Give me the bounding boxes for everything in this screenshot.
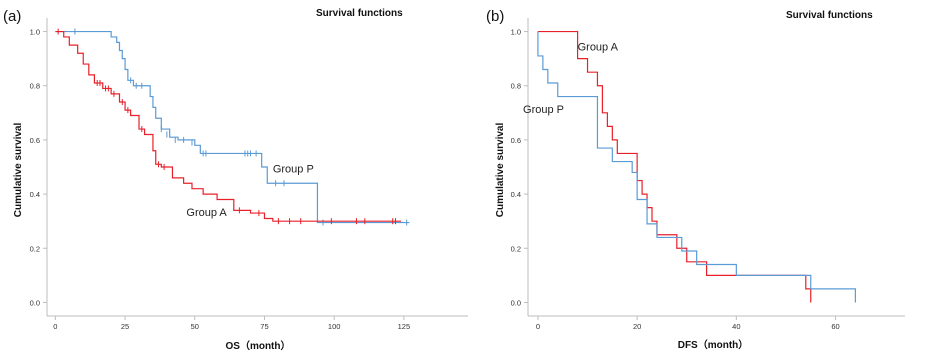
y-tick-label: 0.8 bbox=[30, 82, 40, 91]
x-tick-label: 0 bbox=[53, 322, 57, 331]
y-tick-label: 0.0 bbox=[511, 298, 521, 307]
y-tick-label: 0.6 bbox=[30, 136, 40, 145]
annotation-group-a: Group A bbox=[578, 42, 619, 54]
y-tick-label: 0.2 bbox=[511, 244, 521, 253]
survival-curve-group-p bbox=[55, 30, 410, 224]
survival-curve-group-p bbox=[537, 31, 856, 303]
x-tick-label: 100 bbox=[328, 322, 341, 331]
panel-label-a: (a) bbox=[3, 8, 21, 25]
x-tick-label: 40 bbox=[732, 322, 740, 331]
y-tick-label: 0.8 bbox=[511, 82, 521, 91]
x-tick-label: 75 bbox=[260, 322, 268, 331]
y-tick-label: 0.6 bbox=[511, 136, 521, 145]
survival-curve-group-a bbox=[537, 30, 812, 303]
x-axis-title-a: OS（month） bbox=[226, 339, 291, 352]
survival-curve-group-a bbox=[55, 30, 402, 222]
y-tick-label: 0.4 bbox=[511, 190, 521, 199]
y-tick-label: 0.2 bbox=[30, 244, 40, 253]
x-tick-label: 60 bbox=[831, 322, 839, 331]
chart-title-b: Survival functions bbox=[786, 10, 873, 21]
y-tick-label: 1.0 bbox=[511, 28, 521, 37]
annotation-group-p: Group P bbox=[523, 104, 564, 116]
x-tick-label: 0 bbox=[536, 322, 540, 331]
y-axis-title-a: Cumulative survival bbox=[13, 123, 24, 218]
annotation-group-p: Group P bbox=[273, 163, 314, 175]
panel-b: (b) Survival functions DFS（month） Cumula… bbox=[486, 8, 905, 351]
y-axis-title-b: Cumulative survival bbox=[495, 123, 506, 218]
x-tick-label: 50 bbox=[191, 322, 199, 331]
x-axis-title-b: DFS（month） bbox=[678, 338, 749, 351]
x-tick-label: 125 bbox=[398, 322, 411, 331]
panel-label-b: (b) bbox=[486, 8, 504, 25]
panel-a: (a) Survival functions OS（month） Cumulat… bbox=[3, 8, 468, 352]
x-tick-label: 25 bbox=[121, 322, 129, 331]
y-tick-label: 0.4 bbox=[30, 190, 40, 199]
annotation-group-a: Group A bbox=[186, 207, 227, 219]
y-tick-label: 1.0 bbox=[30, 28, 40, 37]
x-tick-label: 20 bbox=[633, 322, 641, 331]
y-tick-label: 0.0 bbox=[30, 298, 40, 307]
chart-title-a: Survival functions bbox=[316, 8, 403, 19]
